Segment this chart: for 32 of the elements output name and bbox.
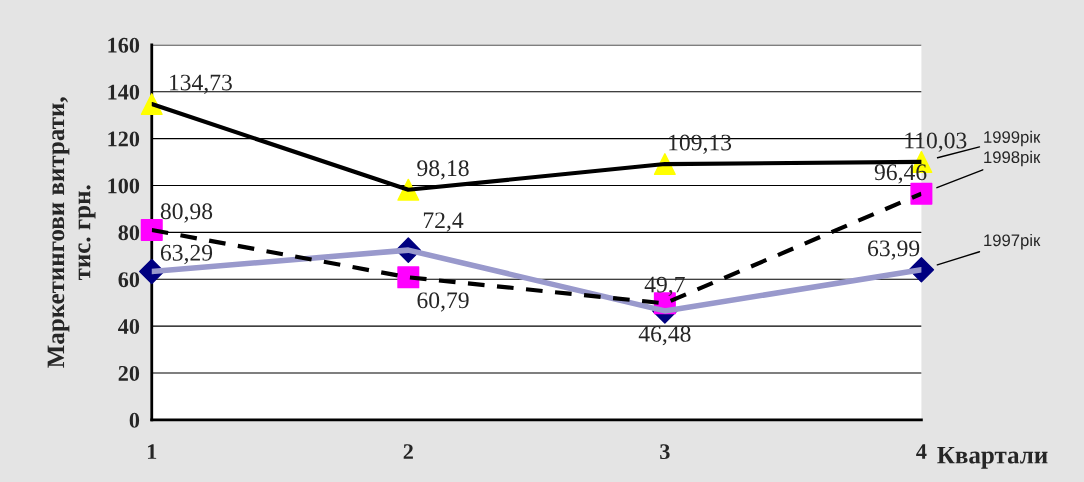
data-label: 60,79 (417, 292, 469, 312)
x-tick-label: 2 (403, 444, 413, 459)
data-label: 46,48 (638, 325, 691, 346)
data-label: 134,73 (169, 74, 232, 94)
text: 1999рік (984, 130, 1041, 147)
text: 1998рік (984, 150, 1041, 167)
data-label: 98,18 (417, 160, 469, 180)
y-tick-label: 120 (108, 131, 140, 147)
y-tick-label: 60 (118, 272, 140, 288)
y-tick-label: 20 (118, 365, 140, 381)
data-label: 49,7 (644, 276, 685, 296)
point (910, 182, 933, 205)
y-axis-title: Маркетингови витрати, тис. грн. (47, 97, 96, 368)
x-axis-title: Квартали (937, 446, 1048, 469)
y-tick-label: 100 (108, 178, 140, 194)
data-label: 63,99 (868, 240, 920, 260)
data-label: 109,13 (669, 134, 732, 154)
text: 1997рік (984, 233, 1041, 250)
data-label: 80,98 (160, 203, 213, 223)
data-label: 110,03 (905, 132, 967, 152)
x-tick-label: 4 (916, 444, 927, 459)
y-tick-label: 140 (108, 84, 140, 100)
point (397, 266, 420, 289)
y-tick-label: 80 (118, 225, 140, 241)
data-label: 96,46 (874, 164, 927, 184)
y-tick-label: 40 (118, 319, 140, 334)
x-tick-label: 3 (660, 444, 670, 460)
x-tick-label: 1 (147, 444, 157, 459)
data-label: 63,29 (160, 244, 213, 265)
y-tick-label: 160 (108, 37, 140, 53)
y-tick-label: 0 (129, 412, 140, 428)
data-label: 72,4 (423, 212, 464, 232)
